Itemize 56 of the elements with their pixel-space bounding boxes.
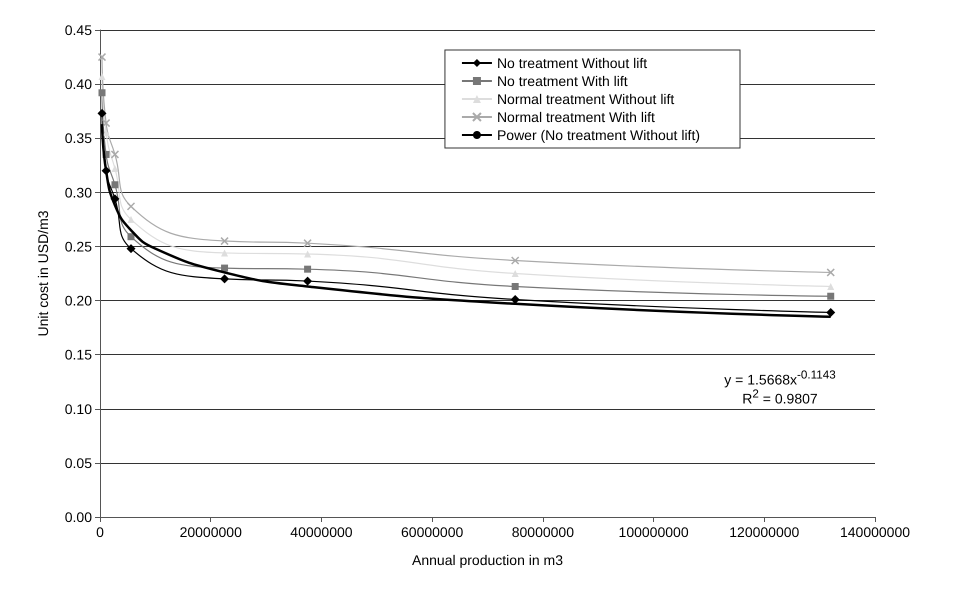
legend-label: No treatment Without lift xyxy=(496,55,648,71)
x-tick-label: 60000000 xyxy=(400,524,464,540)
y-tick-label: 0.20 xyxy=(64,292,92,309)
point xyxy=(98,52,106,62)
legend-label: Normal treatment Without lift xyxy=(496,91,674,107)
annotation: y = 1.5668x$^{-0.1143}$ xyxy=(724,368,836,388)
y-tick-label: 0.00 xyxy=(64,509,92,525)
point xyxy=(126,244,136,254)
point xyxy=(304,250,312,258)
x-tick-label: 40000000 xyxy=(290,524,353,540)
point xyxy=(510,294,520,304)
y-tick-label: 0.40 xyxy=(64,76,92,92)
x-tick-label: 0 xyxy=(96,524,104,540)
point xyxy=(110,150,120,159)
point xyxy=(102,129,110,136)
point xyxy=(512,282,519,290)
point xyxy=(128,216,134,223)
point xyxy=(97,108,106,118)
point xyxy=(111,181,118,188)
x-axis-title: Annual production in m3 xyxy=(412,552,564,568)
point xyxy=(102,118,110,128)
y-tick-label: 0.30 xyxy=(64,184,92,200)
point xyxy=(826,308,836,317)
legend-label: Power (No treatment Without lift) xyxy=(496,127,700,143)
legend-label: No treatment With lift xyxy=(496,73,628,89)
legend-label: Normal treatment With lift xyxy=(496,109,655,125)
point xyxy=(827,282,834,290)
x-tick-label: 20000000 xyxy=(180,524,242,540)
point xyxy=(221,264,228,272)
y-tick-label: 0.25 xyxy=(64,238,92,254)
y-axis-title: Unit cost in USD/m3 xyxy=(35,210,51,337)
point xyxy=(827,292,834,300)
y-tick-label: 0.45 xyxy=(64,22,92,38)
x-tick-label: 100000000 xyxy=(618,524,689,540)
annotation: R$^{2}$ = 0.9807 xyxy=(742,388,818,406)
point xyxy=(826,268,835,277)
y-tick-label: 0.10 xyxy=(64,400,92,417)
point xyxy=(126,202,136,211)
y-tick-label: 0.15 xyxy=(64,346,92,363)
x-tick-label: 80000000 xyxy=(512,524,574,540)
point xyxy=(510,256,520,265)
point xyxy=(98,89,106,96)
point xyxy=(220,274,230,284)
point xyxy=(303,238,312,248)
x-tick-label: 120000000 xyxy=(729,524,800,540)
point xyxy=(221,249,228,256)
point xyxy=(512,270,519,277)
point xyxy=(303,276,312,286)
y-tick-label: 0.05 xyxy=(64,454,92,471)
point xyxy=(128,233,134,240)
point xyxy=(220,236,229,246)
x-tick-label: 140000000 xyxy=(840,524,910,540)
y-tick-label: 0.35 xyxy=(64,130,92,146)
point xyxy=(111,165,118,172)
point xyxy=(304,266,312,273)
point xyxy=(98,73,106,80)
